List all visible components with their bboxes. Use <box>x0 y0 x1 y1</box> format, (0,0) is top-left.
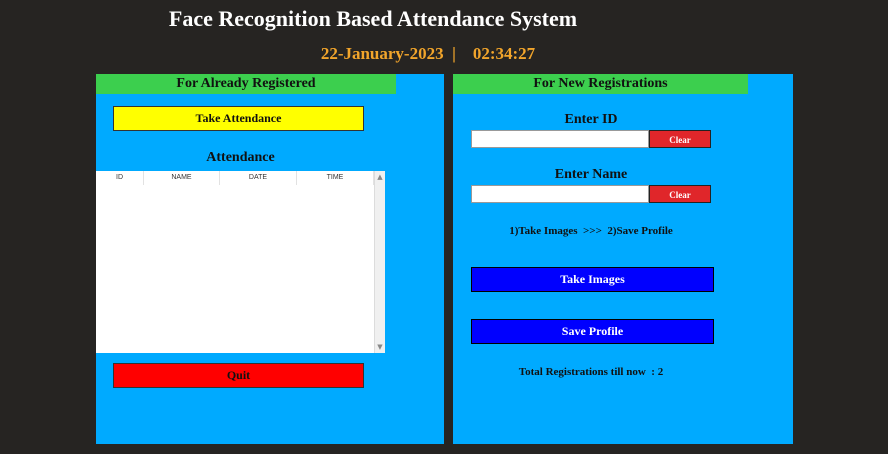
scroll-up-arrow-icon[interactable]: ▲ <box>377 173 383 181</box>
attendance-table-header: ID NAME DATE TIME <box>96 171 374 185</box>
new-registrations-heading: For New Registrations <box>453 74 748 94</box>
total-registrations-count: Total Registrations till now : 2 <box>518 366 664 378</box>
already-registered-heading: For Already Registered <box>96 74 396 94</box>
enter-name-label: Enter Name <box>554 167 628 182</box>
id-input[interactable] <box>471 130 649 148</box>
registration-instructions: 1)Take Images >>> 2)Save Profile <box>509 225 673 237</box>
clear-name-button[interactable]: Clear <box>649 185 711 203</box>
clear-id-button[interactable]: Clear <box>649 130 711 148</box>
already-registered-panel: For Already Registered Take Attendance A… <box>96 74 444 444</box>
column-header-name[interactable]: NAME <box>144 171 220 185</box>
attendance-table[interactable]: ID NAME DATE TIME ▲ ▼ <box>96 171 385 353</box>
save-profile-button[interactable]: Save Profile <box>471 319 714 344</box>
column-header-date[interactable]: DATE <box>220 171 297 185</box>
take-images-button[interactable]: Take Images <box>471 267 714 292</box>
name-input[interactable] <box>471 185 649 203</box>
column-header-time[interactable]: TIME <box>297 171 374 185</box>
current-time: 02:34:27 <box>472 44 536 63</box>
column-header-id[interactable]: ID <box>96 171 144 185</box>
date-time-display: 22-January-2023 | 02:34:27 <box>0 44 856 64</box>
enter-id-label: Enter ID <box>564 112 618 127</box>
attendance-table-scrollbar[interactable]: ▲ ▼ <box>374 171 385 353</box>
attendance-title: Attendance <box>206 150 275 165</box>
new-registrations-panel: For New Registrations Enter ID Clear Ent… <box>453 74 793 444</box>
current-date: 22-January-2023 <box>320 44 444 63</box>
date-time-separator: | <box>452 44 456 63</box>
quit-button[interactable]: Quit <box>113 363 364 388</box>
scroll-down-arrow-icon[interactable]: ▼ <box>377 343 383 351</box>
app-title: Face Recognition Based Attendance System <box>168 6 578 31</box>
take-attendance-button[interactable]: Take Attendance <box>113 106 364 131</box>
